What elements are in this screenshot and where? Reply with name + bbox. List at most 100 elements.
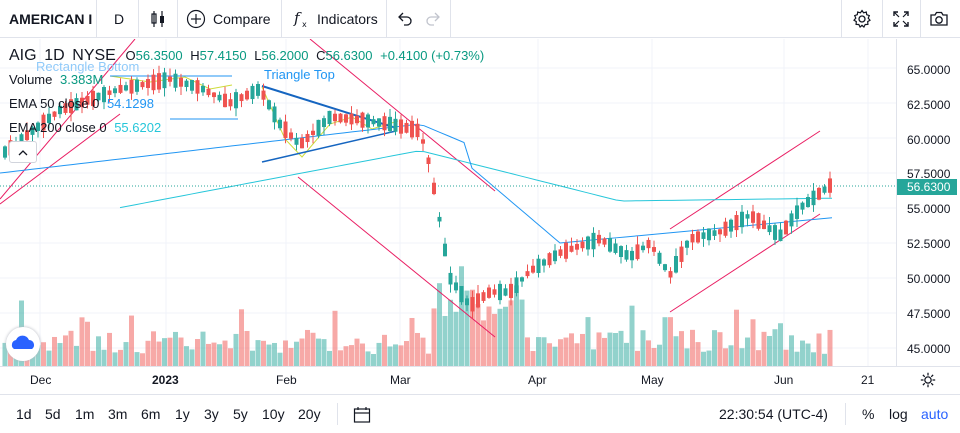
calendar-icon[interactable]	[352, 405, 372, 430]
volume-legend[interactable]: Volume 3.383M	[9, 72, 103, 87]
camera-icon[interactable]	[929, 0, 949, 38]
x-tick: 2023	[152, 373, 179, 387]
legend-close: 56.6300	[325, 48, 373, 63]
cloud-icon	[11, 335, 35, 349]
svg-text:f: f	[293, 9, 302, 27]
y-tick: 45.0000	[907, 342, 951, 356]
range-1d[interactable]: 1d	[16, 406, 32, 422]
range-20y[interactable]: 20y	[298, 406, 321, 422]
tradingview-logo[interactable]	[6, 327, 40, 361]
candles	[3, 65, 832, 319]
legend-ticker: AIG	[9, 47, 37, 64]
rectangle-bottom-label: Rectangle Bottom	[36, 59, 139, 74]
candles-icon[interactable]	[148, 0, 168, 38]
last-price-tag: 56.6300	[897, 179, 957, 195]
legend-exchange: NYSE	[72, 47, 116, 64]
triangle-top-label: Triangle Top	[264, 67, 335, 82]
trend-line	[669, 130, 821, 230]
indicators-label: Indicators	[317, 11, 378, 27]
x-tick: 21	[861, 373, 875, 387]
ema50-legend[interactable]: EMA 50 close 0 54.1298	[9, 96, 154, 111]
divider	[138, 0, 139, 38]
divider	[845, 403, 846, 425]
range-1y[interactable]: 1y	[175, 406, 190, 422]
divider	[96, 0, 97, 38]
trend-line	[297, 176, 496, 338]
range-3y[interactable]: 3y	[204, 406, 219, 422]
drawings	[0, 39, 896, 338]
percent-scale-toggle[interactable]: %	[862, 406, 875, 422]
volume-label: Volume	[9, 72, 53, 87]
legend-low: 56.2000	[261, 48, 309, 63]
y-tick: 65.0000	[907, 63, 951, 77]
compare-button[interactable]: Compare	[186, 0, 271, 38]
y-tick: 62.5000	[907, 98, 951, 112]
triangle-lower-line	[261, 130, 397, 163]
divider	[882, 0, 883, 38]
divider	[337, 403, 338, 425]
divider	[841, 0, 842, 38]
divider	[177, 0, 178, 38]
y-tick: 57.5000	[907, 167, 951, 181]
fullscreen-icon[interactable]	[891, 0, 911, 38]
x-tick: Apr	[528, 373, 547, 387]
range-10y[interactable]: 10y	[262, 406, 285, 422]
y-tick: 47.5000	[907, 307, 951, 321]
legend-high: 57.4150	[199, 48, 247, 63]
trend-line	[309, 39, 496, 192]
chart-pane[interactable]: Triangle Top Rectangle Bottom AIG 1D NYS…	[0, 39, 896, 366]
legend-low-label: L	[254, 48, 262, 63]
legend-high-label: H	[190, 48, 200, 63]
auto-scale-toggle[interactable]: auto	[921, 406, 949, 422]
ema200-legend[interactable]: EMA 200 close 0 55.6202	[9, 120, 161, 135]
volume-bars	[2, 266, 833, 366]
x-tick: May	[641, 373, 664, 387]
volume-value: 3.383M	[60, 72, 104, 87]
ema50-label: EMA 50 close 0	[9, 96, 100, 111]
clock-time[interactable]: 22:30:54 (UTC-4)	[719, 406, 828, 422]
plus-circle-icon	[186, 9, 206, 29]
divider	[450, 0, 451, 38]
x-tick: Dec	[30, 373, 52, 387]
range-5d[interactable]: 5d	[45, 406, 61, 422]
range-3m[interactable]: 3m	[108, 406, 128, 422]
range-6m[interactable]: 6m	[141, 406, 161, 422]
x-tick: Jun	[774, 373, 794, 387]
svg-text:x: x	[302, 20, 307, 29]
trend-line	[0, 39, 136, 200]
undo-icon[interactable]	[395, 0, 415, 38]
legend-change: +0.4100 (+0.73%)	[380, 48, 485, 63]
ohlc-legend: AIG 1D NYSE O56.3500 H57.4150 L56.2000 C…	[9, 47, 484, 65]
collapse-legend-button[interactable]	[9, 141, 37, 163]
grid	[0, 39, 896, 366]
symbol-search[interactable]: AMERICAN I	[9, 11, 93, 27]
price-chart[interactable]: Triangle Top Rectangle Bottom	[0, 39, 896, 366]
legend-open: 56.3500	[135, 48, 183, 63]
log-scale-toggle[interactable]: log	[889, 406, 908, 422]
y-tick: 55.0000	[907, 202, 951, 216]
legend-close-label: C	[316, 48, 326, 63]
trend-line	[0, 113, 121, 205]
range-1m[interactable]: 1m	[75, 406, 95, 422]
redo-icon[interactable]	[423, 0, 443, 38]
ema50-line	[0, 123, 833, 244]
settings-gear-icon[interactable]	[852, 0, 872, 38]
y-tick: 52.5000	[907, 237, 951, 251]
y-tick: 50.0000	[907, 272, 951, 286]
bottom-toolbar: 1d 5d 1m 3m 6m 1y 3y 5y 10y 20y 22:30:54…	[0, 394, 960, 433]
legend-open-label: O	[125, 48, 136, 63]
divider	[920, 0, 921, 38]
ema200-value: 55.6202	[114, 120, 162, 135]
ema50-value: 54.1298	[106, 96, 154, 111]
ema200-line	[119, 150, 833, 209]
trend-line	[669, 213, 821, 313]
range-5y[interactable]: 5y	[233, 406, 248, 422]
time-axis[interactable]: Dec 2023 Feb Mar Apr May Jun 21	[0, 366, 960, 394]
interval-button[interactable]: D	[114, 11, 125, 27]
price-axis[interactable]: 65.0000 62.5000 60.0000 57.5000 55.0000 …	[896, 39, 960, 366]
axis-settings-icon[interactable]	[919, 371, 937, 394]
divider	[281, 0, 282, 38]
